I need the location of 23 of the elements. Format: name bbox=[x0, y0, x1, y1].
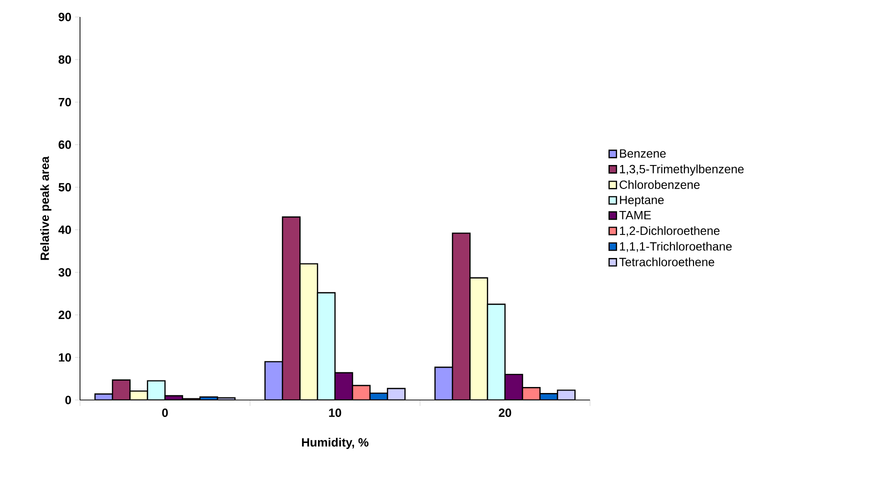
x-tick-label: 0 bbox=[162, 408, 168, 417]
legend-label: TAME bbox=[619, 211, 651, 220]
x-tick-label: 20 bbox=[498, 408, 512, 417]
y-tick-label: 90 bbox=[58, 12, 71, 22]
y-axis-title: Relative peak area bbox=[40, 156, 52, 260]
legend-label: Chlorobenzene bbox=[620, 180, 700, 189]
x-axis-title: Humidity, % bbox=[302, 438, 368, 449]
legend-label: Benzene bbox=[620, 149, 666, 158]
y-tick-label: 0 bbox=[65, 396, 71, 404]
legend-label: 1,3,5-Trimethylbenzene bbox=[620, 164, 744, 176]
y-tick-label: 80 bbox=[58, 55, 71, 64]
legend-label: 1,2-Dichloroethene bbox=[620, 226, 720, 236]
y-tick-label: 60 bbox=[58, 140, 71, 149]
y-tick-label: 50 bbox=[58, 182, 71, 192]
y-tick-label: 10 bbox=[58, 353, 71, 362]
x-tick-label: 10 bbox=[329, 408, 342, 417]
y-tick-label: 40 bbox=[58, 226, 71, 234]
y-tick-label: 70 bbox=[58, 98, 71, 106]
legend-label: Heptane bbox=[620, 196, 664, 207]
y-tick-label: 30 bbox=[58, 268, 71, 277]
legend-label: 1,1,1-Trichloroethane bbox=[620, 242, 732, 252]
y-tick-label: 20 bbox=[58, 310, 71, 320]
legend-label: Tetrachloroethene bbox=[619, 257, 714, 266]
